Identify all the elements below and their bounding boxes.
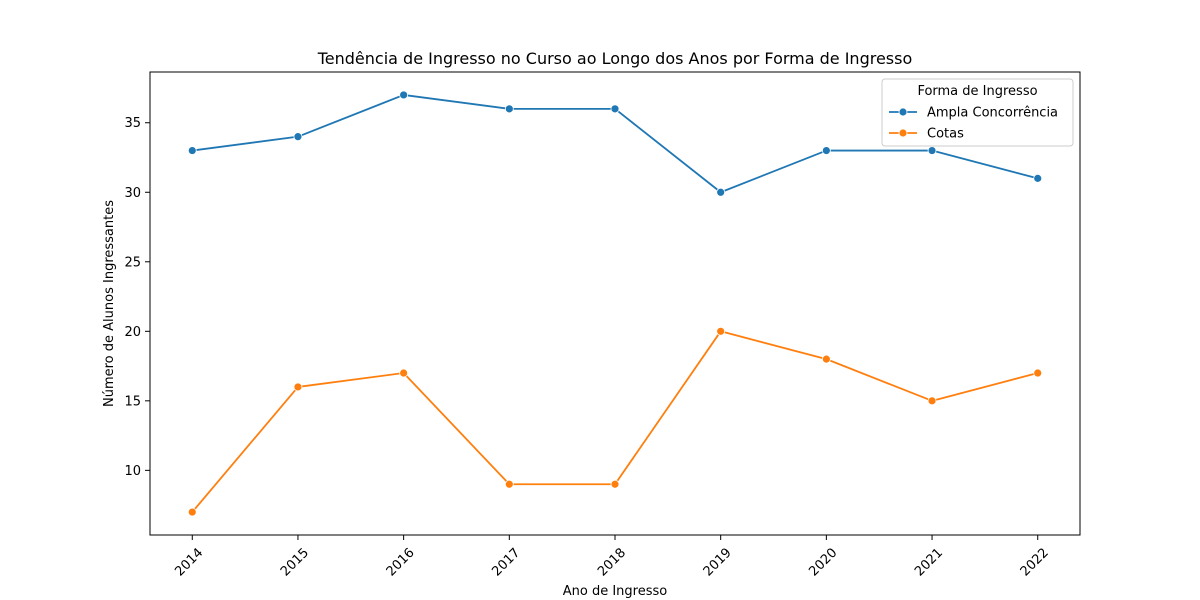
- y-axis: 10 15 20 25 30 35: [124, 116, 150, 479]
- legend-frame: [881, 78, 1074, 147]
- data-point: [821, 354, 831, 364]
- data-point: [821, 146, 831, 155]
- x-axis: 2014 2015 2016 2017 2018 2019 2020 2021 2022: [172, 535, 1052, 579]
- legend-title: Forma de Ingresso: [917, 84, 1037, 99]
- data-point: [399, 90, 409, 100]
- y-tick-label: 30: [124, 186, 141, 201]
- x-tick-label: 2017: [489, 545, 523, 579]
- data-point: [716, 326, 726, 336]
- chart-title: Tendência de Ingresso no Curso ao Longo …: [317, 49, 913, 68]
- data-point: [293, 132, 303, 142]
- x-axis-label: Ano de Ingresso: [563, 584, 668, 599]
- y-tick-label: 15: [124, 394, 141, 409]
- legend-marker-2: [898, 128, 908, 138]
- y-tick-label: 10: [124, 464, 141, 479]
- data-point: [927, 146, 937, 155]
- legend: Forma de Ingresso Ampla Concorrência Cota…: [881, 78, 1074, 147]
- data-point: [187, 146, 197, 155]
- x-tick-label: 2014: [172, 545, 206, 579]
- legend-items: Ampla Concorrência Cotas: [889, 106, 1058, 142]
- x-tick-label: 2022: [1018, 545, 1052, 579]
- x-tick-label: 2016: [384, 545, 418, 579]
- data-point: [610, 104, 620, 114]
- y-tick-label: 25: [124, 255, 141, 270]
- y-axis-label: Número de Alunos Ingressantes: [102, 200, 117, 407]
- y-tick-label: 20: [124, 325, 141, 340]
- data-point: [716, 187, 726, 197]
- y-tick-label: 35: [124, 116, 141, 131]
- legend-label-1: Ampla Concorrência: [927, 106, 1058, 121]
- legend-marker-1: [898, 107, 908, 117]
- data-point: [504, 104, 514, 114]
- x-tick-label: 2021: [912, 545, 946, 579]
- data-point: [927, 396, 937, 406]
- data-point: [504, 479, 514, 489]
- data-point: [399, 368, 409, 378]
- data-point: [293, 382, 303, 392]
- data-point: [1033, 368, 1043, 378]
- x-tick-label: 2019: [701, 545, 735, 579]
- x-tick-label: 2020: [806, 545, 840, 579]
- series-layer: [187, 90, 1043, 517]
- data-point: [610, 479, 620, 489]
- x-tick-label: 2015: [278, 545, 312, 579]
- x-tick-label: 2018: [595, 545, 629, 579]
- data-point: [187, 507, 197, 517]
- legend-label-2: Cotas: [927, 127, 964, 142]
- data-point: [1033, 173, 1043, 183]
